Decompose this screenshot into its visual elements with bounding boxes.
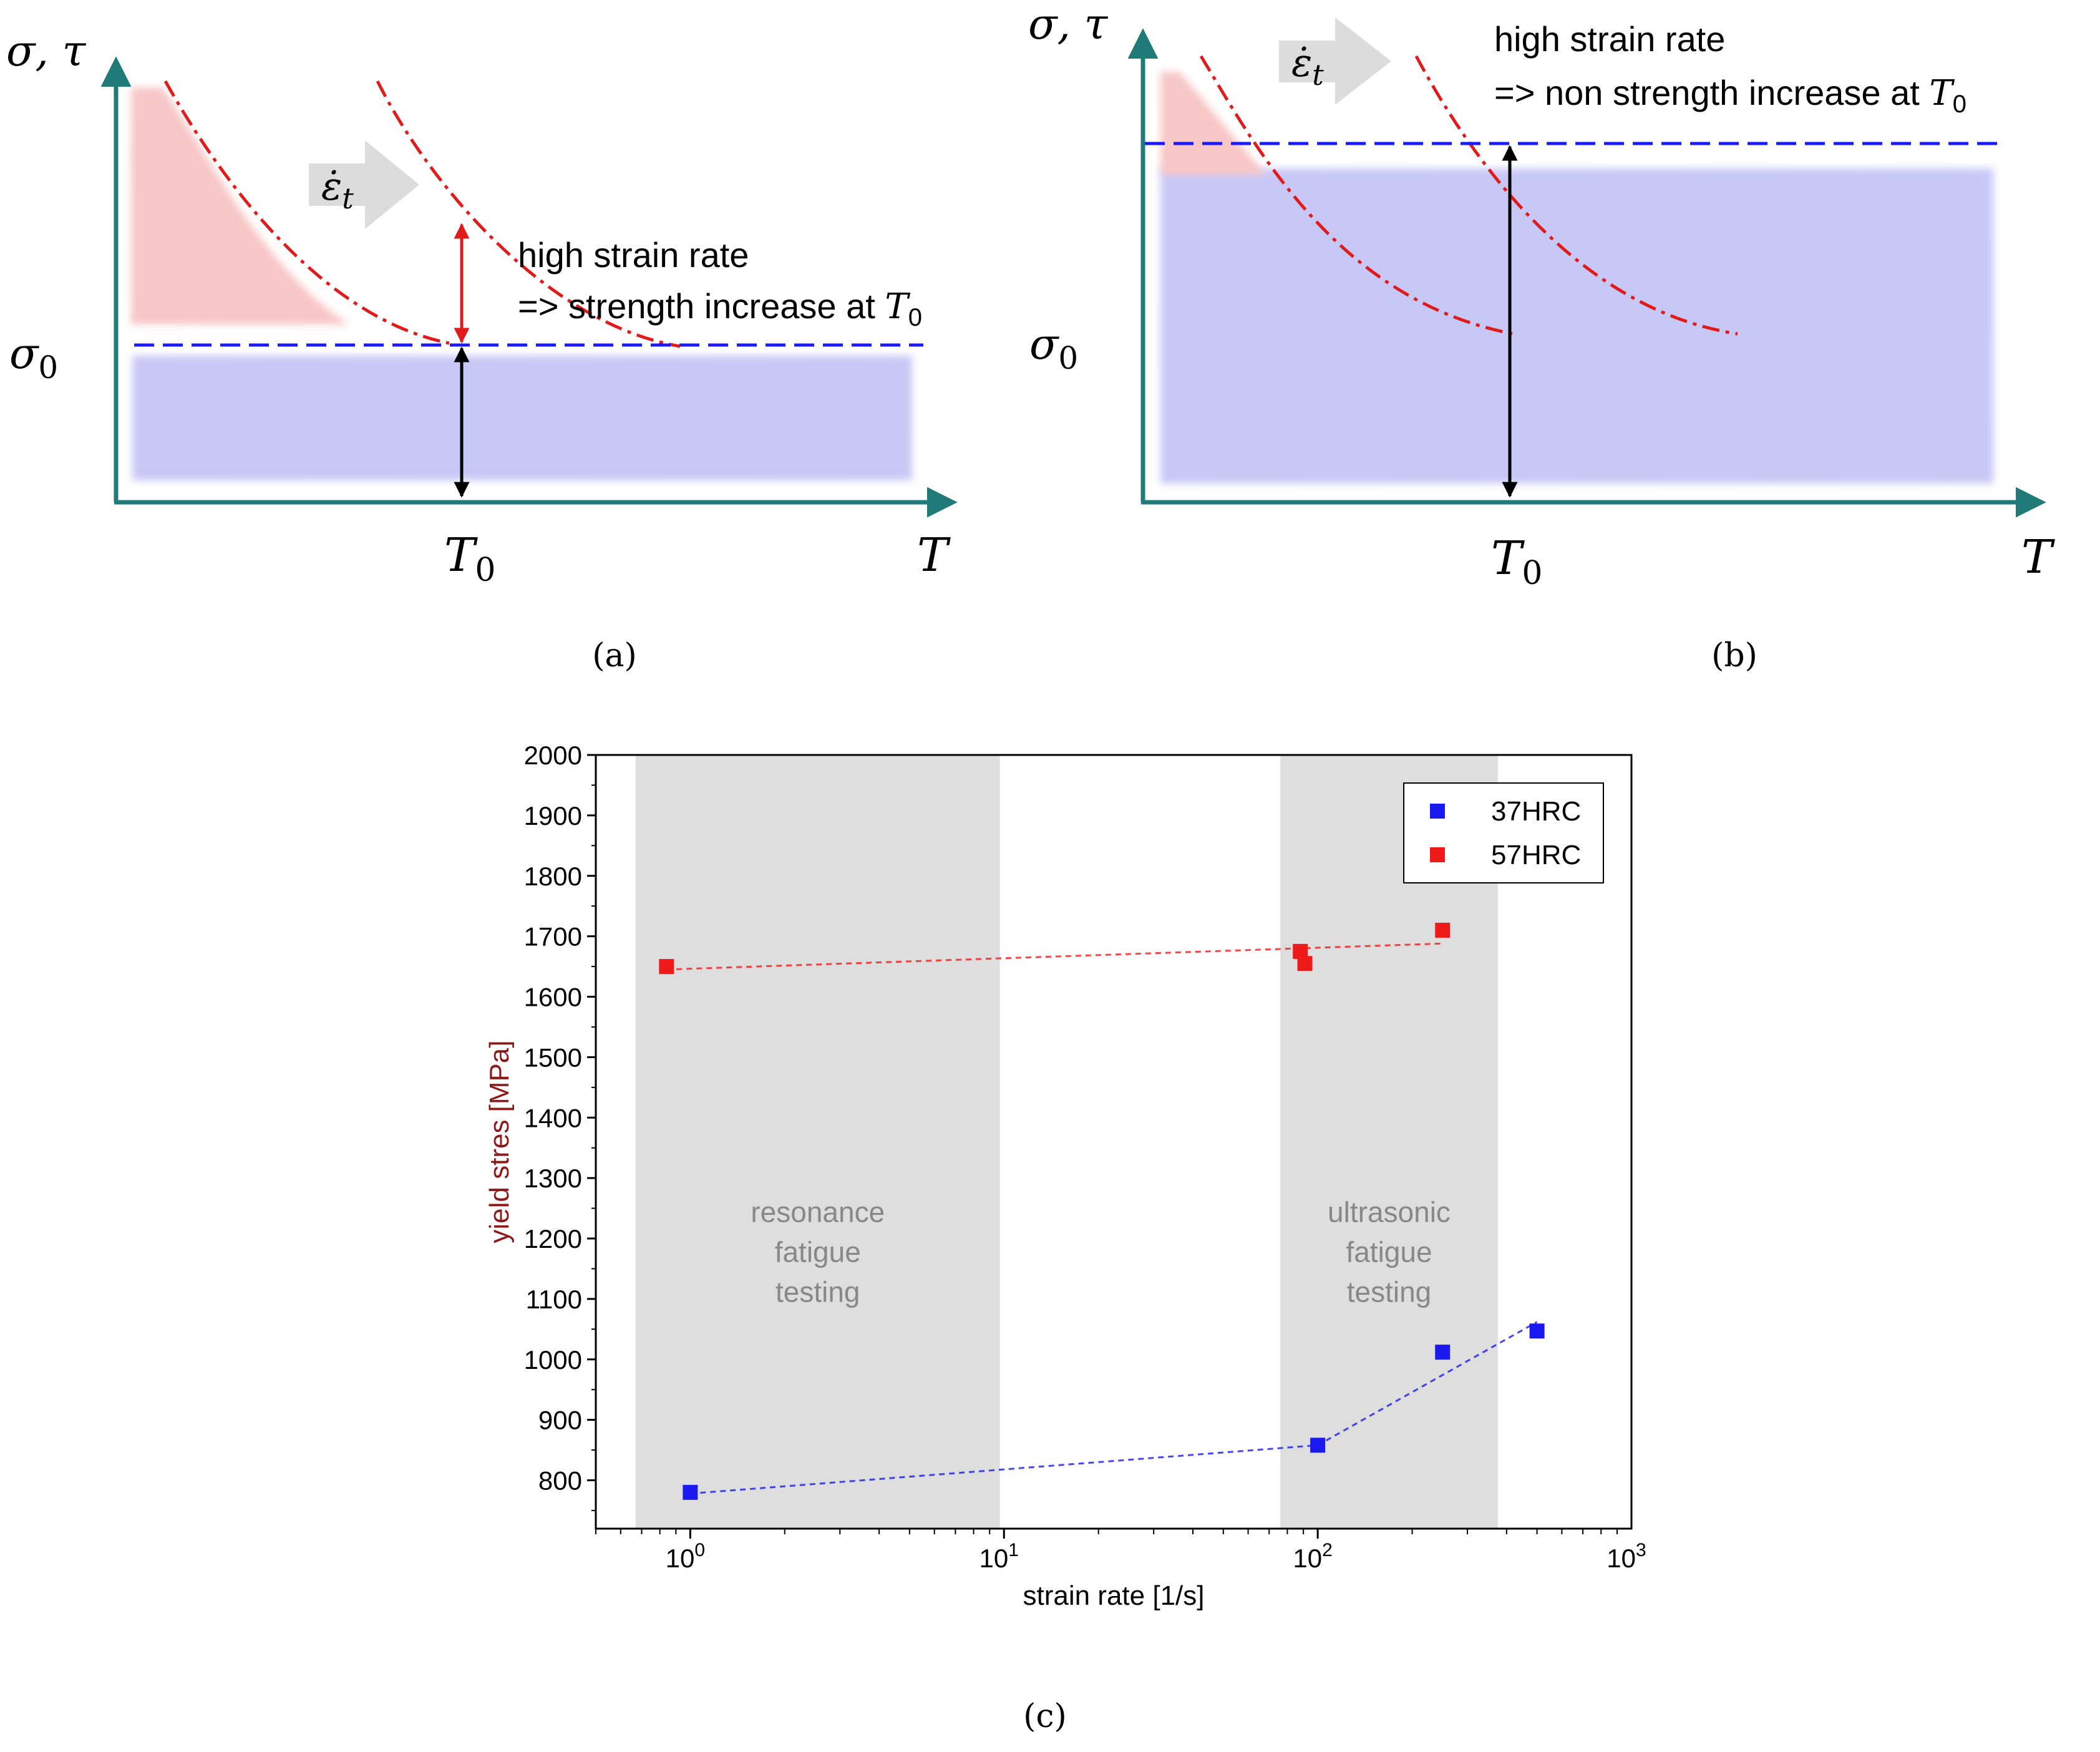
note-line2: => strength increase at T0 <box>518 286 922 331</box>
band-label-1-0: ultrasonic <box>1328 1195 1451 1228</box>
strain-rate-arrow <box>1279 17 1391 105</box>
band-label-0-0: resonance <box>751 1195 885 1228</box>
y-axis-label: σ, τ <box>6 27 87 76</box>
x-axis-label: strain rate [1/s] <box>1023 1580 1204 1611</box>
t0-label: T0 <box>444 528 495 589</box>
y-tick-label: 800 <box>538 1466 582 1496</box>
red-hatch-area <box>131 87 349 324</box>
strain-rate-symbol: ε̇t <box>321 163 354 215</box>
plot-frame <box>595 754 1633 1530</box>
band-label-0-1: fatigue <box>775 1235 861 1268</box>
y-tick-label: 2000 <box>524 741 582 770</box>
y-axis-label: yield stres [MPa] <box>484 1040 515 1243</box>
y-tick-label: 1500 <box>524 1043 582 1072</box>
legend-marker-37HRC <box>1430 804 1445 819</box>
x-tick-label: 100 <box>666 1540 705 1573</box>
legend-marker-57HRC <box>1430 847 1445 862</box>
legend: 37HRC 57HRC <box>1403 782 1604 883</box>
y-tick-label: 1400 <box>524 1103 582 1132</box>
legend-label-57HRC: 57HRC <box>1491 840 1581 870</box>
point-57HRC <box>659 959 674 975</box>
blue-hatch-area <box>1160 168 1993 484</box>
strain-rate-symbol: ε̇t <box>1291 40 1324 92</box>
sigma0-label: σ0 <box>9 329 58 386</box>
curve-high-rate <box>376 80 681 348</box>
note-line2: => non strength increase at T0 <box>1494 73 1966 118</box>
y-tick-label: 1200 <box>524 1224 582 1253</box>
note-line1: high strain rate <box>518 235 749 275</box>
y-tick-label: 1600 <box>524 983 582 1012</box>
panel-a: ε̇t σ, τ σ0 T0 T high strain rate => str… <box>6 27 958 674</box>
band-1 <box>1280 755 1498 1529</box>
band-label-1-2: testing <box>1347 1275 1432 1308</box>
legend-label-37HRC: 37HRC <box>1491 796 1581 827</box>
legend-box <box>1403 782 1604 883</box>
point-37HRC <box>1435 1345 1451 1360</box>
point-37HRC <box>1529 1323 1545 1339</box>
y-tick-label: 1000 <box>524 1345 582 1375</box>
point-57HRC <box>1435 922 1451 938</box>
plot-border <box>595 754 1633 1530</box>
red-hatch-area <box>1160 72 1266 175</box>
strain-rate-arrow <box>309 140 419 229</box>
y-tick-label: 1100 <box>526 1285 582 1314</box>
x-axis-ticks: 100 101 102 103 <box>595 1529 1646 1573</box>
panel-b: ε̇t σ, τ σ0 T0 T high strain rate => non… <box>1028 0 2055 674</box>
band-label-0-2: testing <box>775 1275 860 1308</box>
x-tick-label: 101 <box>980 1540 1019 1573</box>
curve-low-rate <box>1199 55 1514 336</box>
note-line1: high strain rate <box>1494 19 1725 59</box>
y-axis-label: σ, τ <box>1028 0 1109 49</box>
blue-hatch-area <box>132 356 912 480</box>
curve-high-rate <box>1414 55 1738 336</box>
x-tick-label: 102 <box>1293 1540 1332 1573</box>
y-tick-label: 1900 <box>524 801 582 830</box>
x-tick-label: 103 <box>1607 1540 1646 1573</box>
caption-c: (c) <box>1023 1698 1067 1735</box>
y-tick-label: 1700 <box>524 922 582 951</box>
point-57HRC <box>1297 956 1313 971</box>
t-axis-label: T <box>917 528 951 582</box>
shaded-bands: resonance fatigue testing ultrasonic fatigue… <box>635 755 1498 1529</box>
point-37HRC <box>683 1484 698 1500</box>
t0-label: T0 <box>1491 532 1542 592</box>
y-tick-label: 1800 <box>524 862 582 891</box>
curve-low-rate <box>163 80 450 345</box>
data-points <box>659 922 1545 1500</box>
caption-b: (b) <box>1711 637 1757 674</box>
point-37HRC <box>1310 1438 1326 1453</box>
y-tick-label: 900 <box>538 1406 582 1435</box>
caption-a: (a) <box>592 637 637 674</box>
band-label-1-1: fatigue <box>1346 1235 1432 1268</box>
y-tick-label: 1300 <box>524 1164 582 1193</box>
band-0 <box>635 755 1000 1529</box>
y-axis-ticks: 800 900 1000 1100 1200 1300 1400 1500 1600 1700 18… <box>524 741 596 1511</box>
t-axis-label: T <box>2021 530 2055 584</box>
panel-c-chart: resonance fatigue testing ultrasonic fatigue… <box>484 741 1646 1735</box>
sigma0-label: σ0 <box>1029 320 1078 376</box>
